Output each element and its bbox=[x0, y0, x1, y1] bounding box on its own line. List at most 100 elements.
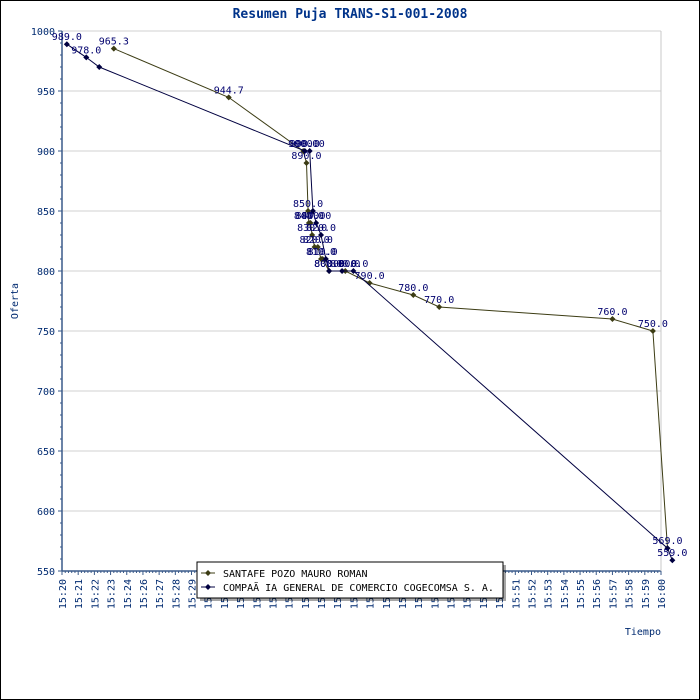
data-point bbox=[313, 220, 320, 226]
x-tick-label: 15:24 bbox=[123, 579, 134, 609]
x-tick-label: 15:58 bbox=[625, 579, 636, 609]
data-label: 850.0 bbox=[293, 199, 323, 210]
data-label: 944.7 bbox=[214, 85, 244, 96]
x-tick-label: 15:59 bbox=[641, 579, 652, 609]
x-tick-label: 16:00 bbox=[657, 579, 668, 609]
data-label: 770.0 bbox=[424, 295, 454, 306]
legend-item: COMPAÃ IA GENERAL DE COMERCIO COGECOMSA … bbox=[201, 581, 494, 594]
x-tick-label: 15:26 bbox=[139, 579, 150, 609]
data-point bbox=[311, 244, 318, 250]
x-axis-label: Tiempo bbox=[625, 627, 661, 638]
x-tick-label: 15:21 bbox=[74, 579, 85, 609]
y-tick-label: 950 bbox=[37, 87, 55, 98]
y-tick-label: 800 bbox=[37, 267, 55, 278]
legend-box bbox=[196, 561, 504, 599]
data-point bbox=[436, 304, 443, 310]
plot-area bbox=[62, 31, 661, 571]
data-label: 820.0 bbox=[299, 235, 329, 246]
data-label: 820.0 bbox=[306, 223, 336, 234]
data-point bbox=[306, 148, 313, 154]
data-label: 780.0 bbox=[398, 283, 428, 294]
series-2 bbox=[63, 41, 676, 564]
data-label: 800.0 bbox=[338, 259, 368, 270]
data-label: 830.0 bbox=[297, 223, 327, 234]
y-tick-label: 900 bbox=[37, 147, 55, 158]
data-point bbox=[305, 208, 312, 214]
data-point bbox=[669, 557, 676, 564]
y-tick-label: 700 bbox=[37, 387, 55, 398]
data-point bbox=[664, 545, 671, 552]
x-tick-label: 15:55 bbox=[576, 579, 587, 609]
data-point bbox=[339, 268, 346, 274]
grid bbox=[62, 30, 661, 512]
data-point bbox=[609, 316, 616, 322]
data-label: 790.0 bbox=[355, 271, 385, 282]
data-point bbox=[301, 148, 308, 154]
x-tick-label: 15:52 bbox=[527, 579, 538, 609]
x-tick-label: 15:56 bbox=[592, 579, 603, 609]
data-label: 989.0 bbox=[52, 32, 82, 43]
data-label: 760.0 bbox=[597, 307, 627, 318]
x-tick-label: 15:51 bbox=[511, 579, 522, 609]
data-point bbox=[83, 54, 90, 61]
data-label: 978.0 bbox=[71, 45, 101, 56]
y-tick-label: 650 bbox=[37, 447, 55, 458]
data-point bbox=[350, 268, 357, 274]
x-tick-label: 15:57 bbox=[608, 579, 619, 609]
data-label: 840.0 bbox=[295, 211, 325, 222]
data-point bbox=[649, 328, 656, 334]
data-point bbox=[63, 41, 70, 48]
data-label: 840.0 bbox=[294, 211, 324, 222]
data-label: 569.0 bbox=[652, 536, 682, 547]
y-axis-label: Oferta bbox=[10, 283, 21, 319]
legend-label: SANTAFE POZO MAURO ROMAN bbox=[223, 569, 368, 580]
data-label: 559.0 bbox=[657, 548, 687, 559]
data-label: 810.0 bbox=[306, 247, 336, 258]
y-tick-label: 850 bbox=[37, 207, 55, 218]
data-point bbox=[96, 64, 103, 70]
data-point bbox=[309, 208, 316, 214]
y-ticks: 550 600 650 700 750 800 850 900 950 1000 bbox=[31, 27, 62, 578]
chart-title: Resumen Puja TRANS-S1-001-2008 bbox=[233, 7, 468, 22]
data-point bbox=[319, 256, 326, 262]
data-label: 900.0 bbox=[290, 139, 320, 150]
data-label: 900.0 bbox=[288, 139, 318, 150]
data-label: 800.0 bbox=[330, 259, 360, 270]
data-label: 800.0 bbox=[314, 259, 344, 270]
data-label: 800.0 bbox=[314, 259, 344, 270]
y-tick-label: 1000 bbox=[31, 27, 55, 38]
x-tick-label: 15:23 bbox=[107, 579, 118, 609]
data-label: 840.0 bbox=[301, 211, 331, 222]
data-point bbox=[307, 220, 314, 226]
data-point bbox=[326, 268, 333, 274]
data-point bbox=[110, 45, 117, 52]
data-point bbox=[314, 244, 321, 250]
x-tick-label: 15:28 bbox=[171, 579, 182, 609]
data-label: 890.0 bbox=[291, 151, 321, 162]
data-label: 820.0 bbox=[303, 235, 333, 246]
legend-item: SANTAFE POZO MAURO ROMAN bbox=[201, 569, 368, 580]
data-label: 900.0 bbox=[295, 139, 325, 150]
y-tick-label: 550 bbox=[37, 567, 55, 578]
data-point bbox=[318, 232, 325, 238]
data-point bbox=[410, 292, 417, 298]
data-point bbox=[303, 160, 310, 166]
legend-marker bbox=[205, 570, 211, 576]
legend-marker bbox=[205, 584, 211, 590]
data-point bbox=[322, 256, 329, 262]
x-tick-label: 15:27 bbox=[155, 579, 166, 609]
y-tick-label: 750 bbox=[37, 327, 55, 338]
x-tick-label: 15:53 bbox=[544, 579, 555, 609]
series-line bbox=[113, 48, 668, 549]
data-label: 965.3 bbox=[99, 37, 129, 48]
data-label: 810.0 bbox=[308, 247, 338, 258]
x-tick-label: 15:54 bbox=[560, 579, 571, 609]
data-label: 800.0 bbox=[327, 259, 357, 270]
x-tick-label: 15:22 bbox=[90, 579, 101, 609]
series-layer bbox=[63, 41, 676, 564]
x-tick-label: 15:20 bbox=[58, 579, 69, 609]
